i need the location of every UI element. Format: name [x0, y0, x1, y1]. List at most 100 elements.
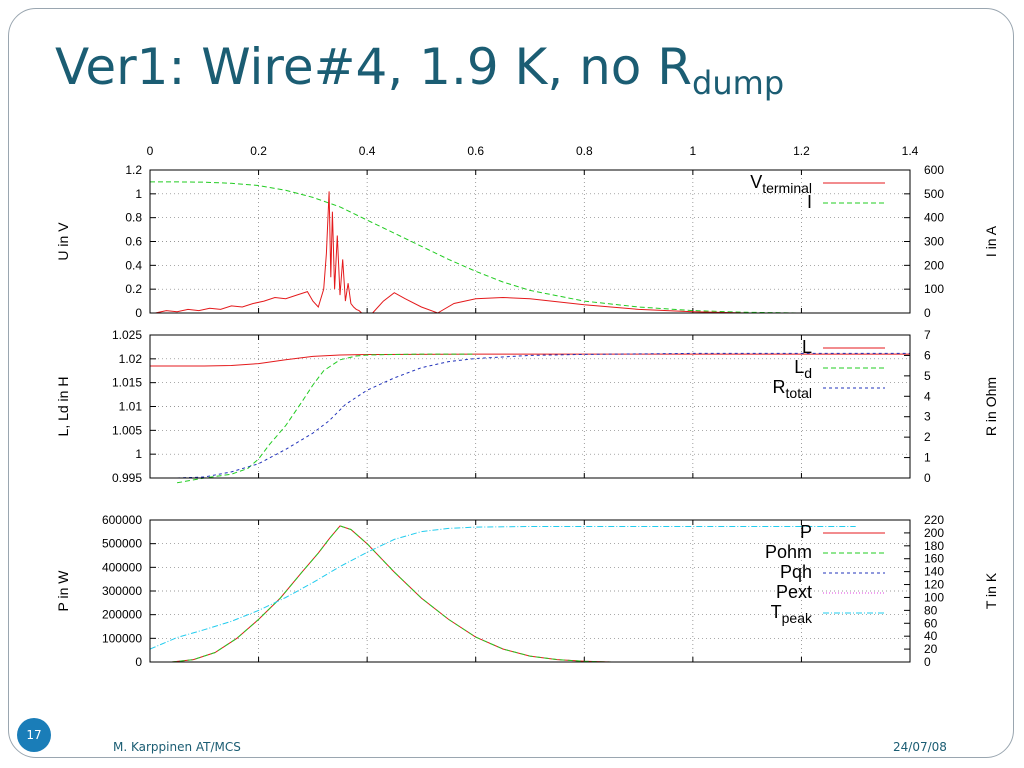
x-tick-label: 1: [690, 144, 697, 158]
y-tick-label: 0.8: [125, 211, 142, 225]
page-number-badge: 17: [17, 718, 51, 752]
legend-label-main: L: [802, 337, 812, 357]
y2-tick-label: 140: [924, 565, 944, 579]
legend-label: L: [802, 337, 812, 357]
legend-label: Tpeak: [771, 602, 813, 626]
y2-tick-label: 3: [924, 410, 931, 424]
series-line: [171, 525, 612, 663]
legend-label-main: R: [773, 377, 786, 397]
y2-axis-label: I in A: [983, 225, 999, 257]
y2-tick-label: 0: [924, 306, 931, 320]
y-tick-label: 1: [135, 187, 142, 201]
y-tick-label: 0.4: [125, 258, 142, 272]
series-line: [155, 191, 363, 314]
series-line: [372, 292, 802, 314]
legend-label-sub: d: [804, 365, 812, 381]
y-tick-label: 0: [135, 306, 142, 320]
y2-tick-label: 20: [924, 642, 938, 656]
series-line: [150, 181, 802, 314]
series-line: [177, 352, 910, 479]
slide-title-main: Ver1: Wire#4, 1.9 K, no R: [55, 38, 693, 96]
y2-axis-label: T in K: [983, 572, 999, 609]
y-tick-label: 1: [135, 447, 142, 461]
y2-tick-label: 180: [924, 539, 944, 553]
y-tick-label: 1.01: [119, 400, 143, 414]
series-line: [150, 353, 910, 367]
footer-date: 24/07/08: [893, 740, 947, 754]
panel-inductance-resistance: 0.995 1 1.005 1.01 1.015 1.02 1.025 0 1 2 3 4 5 6 7 LLd…: [55, 328, 999, 485]
y2-axis-label: R in Ohm: [983, 377, 999, 436]
series-line: [177, 353, 476, 484]
y2-tick-label: 200: [924, 258, 944, 272]
legend-label-main: Pext: [776, 582, 812, 602]
footer-author: M. Karppinen AT/MCS: [113, 740, 241, 754]
legend-label: Pext: [776, 582, 812, 602]
y2-tick-label: 160: [924, 552, 944, 566]
legend-label-sub: terminal: [762, 180, 812, 196]
legend-label: I: [807, 192, 812, 212]
slide-title: Ver1: Wire#4, 1.9 K, no Rdump: [55, 42, 784, 99]
x-tick-label: 0.6: [467, 144, 484, 158]
legend-label: Rtotal: [773, 377, 812, 401]
legend-label-main: P: [800, 522, 812, 542]
y2-tick-label: 1: [924, 451, 931, 465]
legend-label-sub: total: [786, 385, 812, 401]
y-tick-label: 600000: [102, 513, 142, 527]
y2-tick-label: 300: [924, 235, 944, 249]
y2-tick-label: 120: [924, 578, 944, 592]
y2-tick-label: 100: [924, 590, 944, 604]
y-tick-label: 100000: [102, 631, 142, 645]
legend-label: Vterminal: [750, 172, 812, 196]
y2-tick-label: 6: [924, 348, 931, 362]
y-tick-label: 500000: [102, 537, 142, 551]
x-tick-label: 0.8: [576, 144, 593, 158]
y2-tick-label: 200: [924, 526, 944, 540]
y-tick-label: 1.005: [112, 423, 142, 437]
legend-label-sub: peak: [782, 610, 813, 626]
y2-tick-label: 400: [924, 211, 944, 225]
y-tick-label: 1.015: [112, 376, 142, 390]
panel-frame: [149, 334, 911, 479]
y2-tick-label: 80: [924, 603, 938, 617]
y2-tick-label: 500: [924, 187, 944, 201]
y-tick-label: 300000: [102, 584, 142, 598]
legend-label-main: L: [794, 357, 804, 377]
y-tick-label: 200000: [102, 608, 142, 622]
y-axis-label: U in V: [55, 222, 71, 261]
y2-tick-label: 220: [924, 513, 944, 527]
y-tick-label: 0: [135, 655, 142, 669]
y2-tick-label: 600: [924, 163, 944, 177]
x-tick-label: 1.4: [902, 144, 919, 158]
panel-power-temperature: 0100000200000300000400000500000600000020…: [55, 513, 999, 669]
panel-frame: [149, 169, 911, 314]
x-tick-label: 0.4: [359, 144, 376, 158]
legend-label-main: T: [771, 602, 782, 622]
y2-tick-label: 0: [924, 655, 931, 669]
y2-tick-label: 100: [924, 282, 944, 296]
y2-tick-label: 40: [924, 629, 938, 643]
series-line: [171, 525, 612, 663]
series-line: [149, 526, 856, 650]
y-axis-label: L, Ld in H: [55, 377, 71, 437]
y2-tick-label: 4: [924, 389, 931, 403]
legend-label: Ld: [794, 357, 812, 381]
legend-label-main: I: [807, 192, 812, 212]
legend-label-main: Pqh: [780, 562, 812, 582]
legend-label-main: V: [750, 172, 762, 192]
legend-label-main: Pohm: [765, 542, 812, 562]
panel-voltage-current: 0 0.2 0.4 0.6 0.8 1 1.2 0 100 200 300 400 500 600 Vter…: [55, 163, 999, 320]
y-tick-label: 1.025: [112, 328, 142, 342]
legend-label: P: [800, 522, 812, 542]
x-tick-label: 1.2: [793, 144, 810, 158]
x-tick-label: 0.2: [250, 144, 267, 158]
y-tick-label: 0.2: [125, 282, 142, 296]
y-tick-label: 0.6: [125, 235, 142, 249]
y-tick-label: 400000: [102, 560, 142, 574]
y2-tick-label: 5: [924, 369, 931, 383]
y-axis-label: P in W: [55, 570, 71, 612]
y-tick-label: 0.995: [112, 471, 142, 485]
slide-title-subscript: dump: [692, 64, 785, 102]
y2-tick-label: 7: [924, 328, 931, 342]
legend-label: Pohm: [765, 542, 812, 562]
